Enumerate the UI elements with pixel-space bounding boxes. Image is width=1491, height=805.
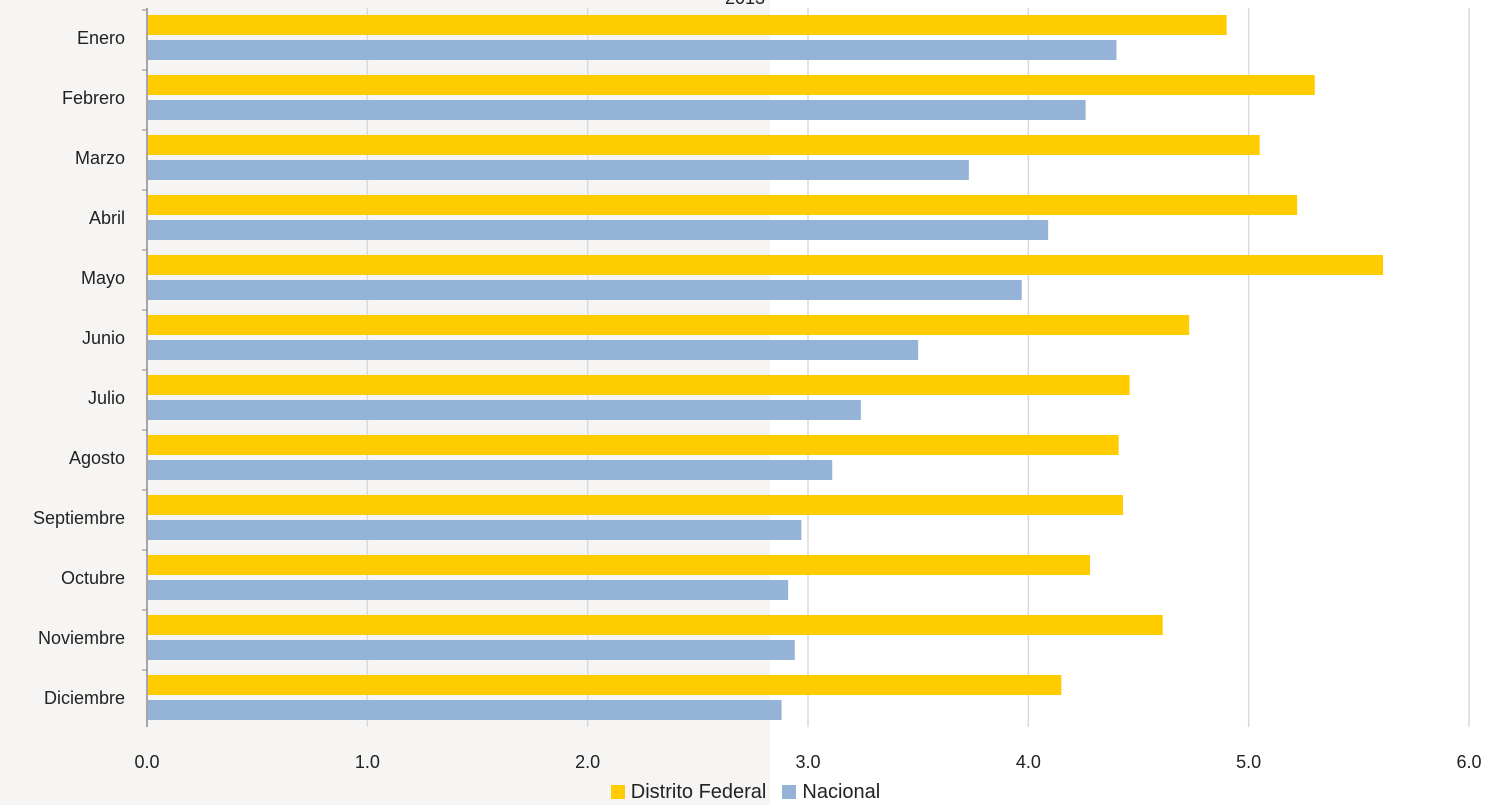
bars	[148, 15, 1384, 720]
bar-nacional	[148, 160, 969, 180]
legend-item-nacional: Nacional	[782, 781, 880, 804]
bar-distrito-federal	[148, 495, 1124, 515]
y-category-label: Julio	[88, 388, 125, 408]
legend-swatch-nacional	[782, 785, 797, 799]
x-tick-label: 0.0	[134, 752, 159, 772]
bar-distrito-federal	[148, 375, 1130, 395]
y-category-label: Abril	[89, 208, 125, 228]
y-category-label: Mayo	[81, 268, 125, 288]
x-tick-label: 3.0	[795, 752, 820, 772]
bar-nacional	[148, 640, 795, 660]
legend-item-distrito-federal: Distrito Federal	[610, 780, 767, 804]
x-tick-label: 4.0	[1016, 752, 1041, 772]
x-tick-label: 6.0	[1456, 752, 1481, 772]
legend: Distrito Federal Nacional	[0, 780, 1491, 804]
y-category-label: Octubre	[61, 568, 125, 588]
bar-nacional	[148, 520, 802, 540]
bar-nacional	[148, 220, 1049, 240]
bar-distrito-federal	[148, 675, 1062, 695]
bar-nacional	[148, 580, 789, 600]
y-category-label: Marzo	[75, 148, 125, 168]
legend-label-nacional: Nacional	[802, 780, 881, 803]
axis-labels: 0.0 1.0 2.0 3.0 4.0 5.0 6.0 Enero Febrero Marzo Ab…	[33, 28, 1482, 772]
legend-swatch-distrito-federal	[610, 785, 625, 799]
bar-distrito-federal	[148, 15, 1227, 35]
bar-distrito-federal	[148, 255, 1384, 275]
y-category-label: Diciembre	[44, 688, 125, 708]
bar-distrito-federal	[148, 555, 1091, 575]
gridlines	[142, 8, 1470, 727]
y-category-label: Enero	[77, 28, 125, 48]
bar-distrito-federal	[148, 195, 1298, 215]
bar-distrito-federal	[148, 315, 1190, 335]
bar-nacional	[148, 40, 1117, 60]
legend-label-distrito-federal: Distrito Federal	[630, 780, 767, 803]
y-category-label: Junio	[82, 328, 125, 348]
bar-nacional	[148, 400, 861, 420]
x-tick-label: 5.0	[1236, 752, 1261, 772]
y-category-label: Agosto	[69, 448, 125, 468]
bar-nacional	[148, 460, 833, 480]
bar-distrito-federal	[148, 135, 1260, 155]
y-category-label: Noviembre	[38, 628, 125, 648]
bar-nacional	[148, 340, 919, 360]
bar-distrito-federal	[148, 75, 1315, 95]
x-tick-label: 2.0	[575, 752, 600, 772]
y-category-label: Septiembre	[33, 508, 125, 528]
bar-nacional	[148, 700, 782, 720]
x-tick-label: 1.0	[355, 752, 380, 772]
y-category-label: Febrero	[62, 88, 125, 108]
bar-distrito-federal	[148, 615, 1163, 635]
bar-nacional	[148, 280, 1022, 300]
bar-distrito-federal	[148, 435, 1119, 455]
bar-nacional	[148, 100, 1086, 120]
chart-title: 2013	[725, 0, 765, 8]
